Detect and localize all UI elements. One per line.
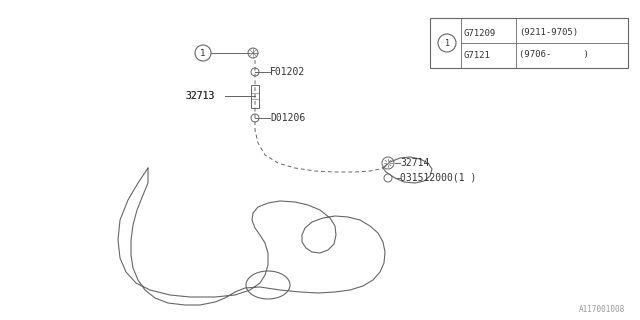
Text: G7121: G7121 [464, 51, 491, 60]
Text: 1: 1 [200, 49, 206, 58]
Text: (9211-9705): (9211-9705) [519, 28, 578, 37]
Text: 031512000(1 ): 031512000(1 ) [400, 173, 476, 183]
Text: (9706-      ): (9706- ) [519, 51, 589, 60]
Bar [251, 85, 259, 108]
Text: 32713: 32713 [185, 91, 214, 101]
Bar [430, 18, 628, 68]
Text: 32714: 32714 [400, 158, 429, 168]
Text: 32713: 32713 [185, 91, 214, 101]
Text: G71209: G71209 [464, 28, 496, 37]
Text: 1: 1 [444, 38, 450, 47]
Text: D01206: D01206 [270, 113, 305, 123]
Text: A117001008: A117001008 [579, 305, 625, 314]
Text: F01202: F01202 [270, 67, 305, 77]
